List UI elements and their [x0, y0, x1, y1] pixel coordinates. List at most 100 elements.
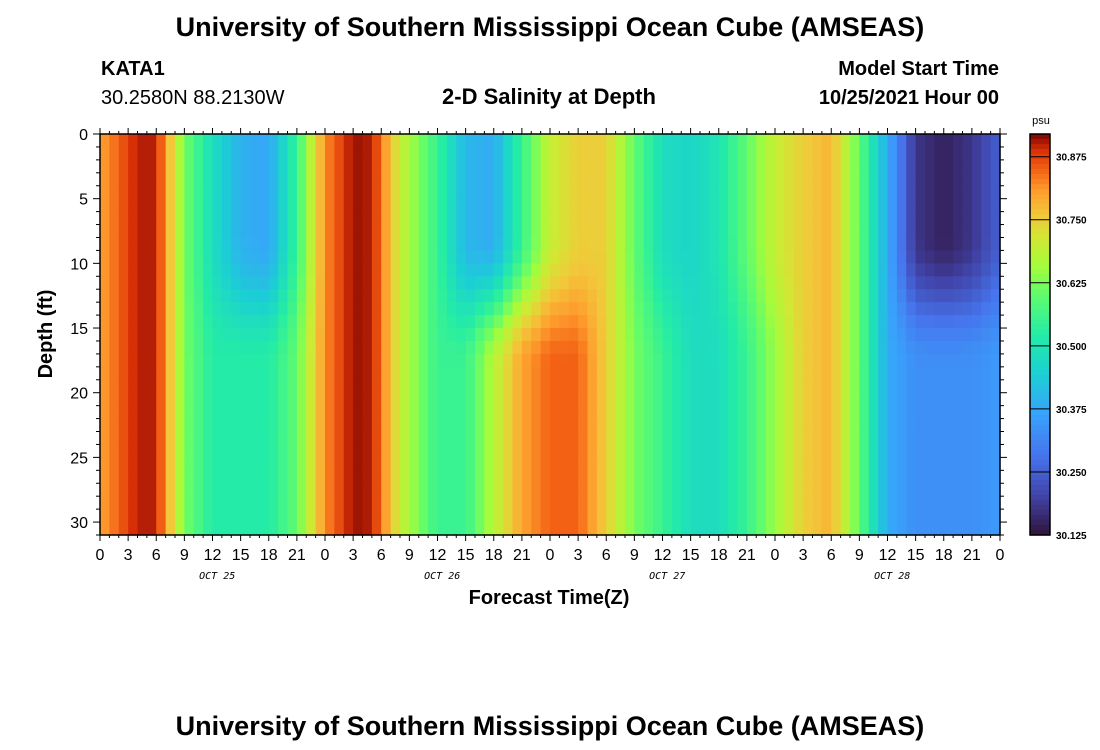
heatmap-cell [325, 353, 335, 368]
heatmap-cell [653, 211, 664, 226]
heatmap-cell [315, 444, 326, 458]
heatmap-cell [615, 366, 626, 381]
heatmap-cell [821, 159, 832, 174]
heatmap-cell [812, 483, 823, 497]
heatmap-cell [446, 470, 457, 484]
heatmap-cell [390, 302, 401, 316]
heatmap-cell [287, 198, 298, 213]
heatmap-cell [746, 134, 757, 148]
x-tick-label: 21 [288, 547, 306, 564]
heatmap-cell [381, 444, 392, 458]
heatmap-cell [784, 328, 795, 342]
heatmap-cell [681, 159, 692, 174]
heatmap-cell [690, 224, 701, 239]
heatmap-cell [512, 340, 523, 355]
heatmap-cell [671, 211, 682, 226]
heatmap-cell [278, 470, 289, 484]
heatmap-cell [728, 470, 739, 484]
heatmap-cell [259, 198, 270, 213]
heatmap-cell [240, 457, 251, 471]
heatmap-cell [634, 250, 645, 264]
heatmap-cell [671, 340, 682, 355]
heatmap-cell [812, 159, 823, 174]
heatmap-cell [390, 315, 401, 329]
heatmap-cell [118, 353, 129, 368]
heatmap-cell [296, 146, 307, 161]
heatmap-cell [465, 237, 476, 252]
heatmap-cell [137, 211, 148, 226]
heatmap-cell [662, 328, 673, 342]
heatmap-cell [915, 431, 926, 446]
heatmap-cell [334, 353, 345, 368]
heatmap-cell [606, 224, 617, 239]
heatmap-cell [756, 159, 767, 174]
heatmap-cell [643, 340, 654, 355]
heatmap-cell [962, 353, 973, 368]
heatmap-cell [559, 509, 570, 523]
heatmap-cell [925, 444, 935, 458]
heatmap-cell [146, 366, 157, 381]
heatmap-cell [925, 302, 935, 316]
heatmap-cell [709, 159, 720, 174]
heatmap-cell [287, 496, 298, 510]
heatmap-cell [418, 392, 429, 407]
heatmap-cell [268, 496, 279, 510]
heatmap-cell [381, 237, 392, 252]
heatmap-cell [953, 470, 964, 484]
heatmap-cell [915, 405, 926, 420]
heatmap-cell [221, 211, 232, 226]
heatmap-cell [831, 392, 842, 407]
heatmap-cell [671, 353, 682, 368]
heatmap-cell [268, 159, 279, 174]
x-tick-label: 6 [602, 547, 611, 564]
heatmap-cell [315, 340, 326, 355]
heatmap-cell [287, 328, 298, 342]
heatmap-cell [231, 302, 242, 316]
heatmap-cell [184, 237, 195, 252]
x-tick-label: 18 [710, 547, 728, 564]
heatmap-cell [728, 289, 739, 303]
heatmap-cell [259, 211, 270, 226]
heatmap-cell [700, 250, 710, 264]
heatmap-cell [981, 250, 992, 264]
heatmap-cell [953, 457, 964, 471]
heatmap-cell [381, 211, 392, 226]
heatmap-cell [493, 198, 504, 213]
heatmap-cell [728, 366, 739, 381]
heatmap-cell [521, 431, 532, 446]
station-coords: 30.2580N 88.2130W [101, 87, 285, 109]
heatmap-cell [212, 146, 223, 161]
heatmap-cell [718, 250, 729, 264]
heatmap-cell [512, 172, 523, 187]
heatmap-cell [306, 237, 317, 252]
heatmap-cell [934, 198, 945, 213]
heatmap-cell [146, 224, 157, 239]
colorbar-swatch [1030, 484, 1050, 491]
heatmap-cell [203, 353, 214, 368]
heatmap-cell [784, 457, 795, 471]
heatmap-cell [334, 224, 345, 239]
heatmap-cell [559, 237, 570, 252]
heatmap-cell [784, 198, 795, 213]
heatmap-cell [268, 289, 279, 303]
heatmap-cell [418, 146, 429, 161]
heatmap-cell [390, 289, 401, 303]
x-tick-label: 12 [429, 547, 447, 564]
heatmap-cell [812, 431, 823, 446]
heatmap-cell [596, 185, 607, 200]
heatmap-cell [596, 418, 607, 433]
heatmap-cell [306, 263, 317, 277]
heatmap-cell [250, 198, 260, 213]
heatmap-cell [615, 379, 626, 394]
heatmap-cell [484, 392, 495, 407]
heatmap-cell [231, 172, 242, 187]
heatmap-cell [925, 289, 935, 303]
heatmap-cell [137, 250, 148, 264]
heatmap-cell [615, 418, 626, 433]
heatmap-cell [803, 134, 814, 148]
heatmap-cell [709, 431, 720, 446]
heatmap-cell [465, 315, 476, 329]
heatmap-cell [259, 146, 270, 161]
heatmap-cell [906, 159, 917, 174]
heatmap-cell [165, 237, 176, 252]
